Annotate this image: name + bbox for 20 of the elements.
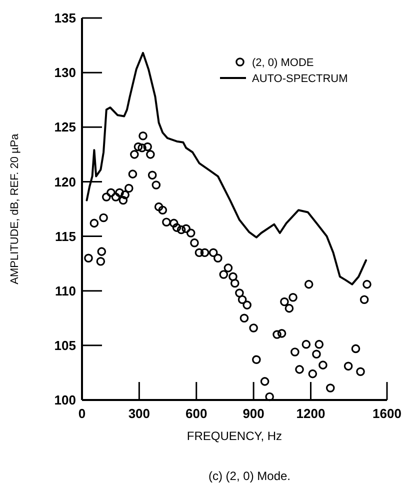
y-tick-label: 130 bbox=[54, 65, 76, 80]
legend-label: AUTO-SPECTRUM bbox=[252, 72, 348, 85]
line-series bbox=[86, 52, 368, 286]
y-tick-label: 105 bbox=[54, 338, 76, 353]
y-tick-label: 110 bbox=[55, 283, 76, 298]
x-tick-label: 1600 bbox=[372, 406, 402, 421]
legend-label: (2, 0) MODE bbox=[252, 56, 314, 69]
y-tick-label: 115 bbox=[55, 228, 76, 244]
y-tick-label: 125 bbox=[54, 120, 76, 135]
y-tick-label: 135 bbox=[54, 10, 76, 26]
x-tick-label: 300 bbox=[128, 406, 150, 421]
text: (c) (2, 0) Mode. bbox=[208, 469, 291, 483]
x-tick-label: 600 bbox=[186, 406, 208, 421]
y-tick-label: 120 bbox=[54, 174, 76, 190]
x-tick-label: 0 bbox=[78, 406, 86, 421]
y-tick-label: 100 bbox=[54, 392, 76, 408]
y-axis-title: AMPLITUDE, dB, REF. 20 µPa bbox=[9, 132, 21, 284]
x-tick-label: 1200 bbox=[296, 406, 326, 421]
x-axis-title: FREQUENCY, Hz bbox=[186, 429, 282, 443]
x-tick-label: 900 bbox=[242, 406, 264, 421]
